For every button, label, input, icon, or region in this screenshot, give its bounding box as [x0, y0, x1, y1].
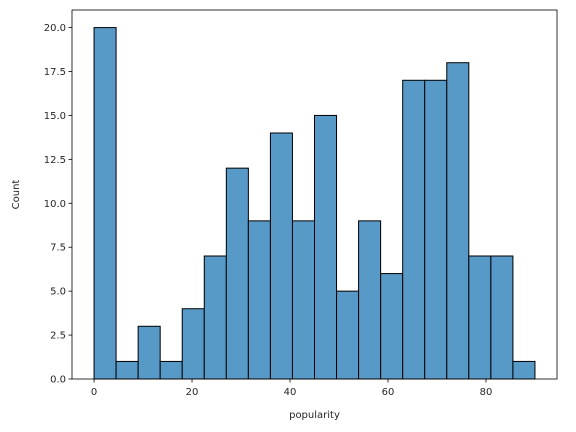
plot-frame	[71, 9, 558, 380]
histogram-bar	[137, 325, 161, 380]
x-tick-label: 40	[284, 387, 297, 398]
y-tick-label: 0.0	[50, 375, 66, 386]
histogram-bar	[424, 79, 448, 380]
histogram-bar	[468, 255, 492, 380]
y-tick-label: 12.5	[44, 155, 66, 166]
y-tick-label: 20.0	[44, 23, 66, 34]
histogram-bar	[402, 79, 426, 380]
histogram-bar	[203, 255, 227, 380]
histogram-bar	[159, 360, 183, 380]
bars-group	[93, 27, 536, 380]
histogram-bar	[247, 220, 271, 380]
histogram-bar	[446, 62, 470, 380]
histogram-bar	[490, 255, 514, 380]
histogram-bar	[115, 360, 139, 380]
histogram-bar	[225, 167, 249, 380]
x-tick-label: 20	[186, 387, 199, 398]
histogram-bar	[512, 360, 536, 380]
y-tick-label: 15.0	[44, 111, 66, 122]
y-axis-ticks: 0.0 2.5 5.0 7.5 10.0 12.5 15.0 17.5 20.0	[44, 23, 72, 386]
x-tick-label: 0	[91, 387, 97, 398]
y-axis-label: Count	[11, 180, 22, 210]
y-tick-label: 10.0	[44, 199, 66, 210]
histogram-bar	[380, 273, 404, 380]
x-axis-label: popularity	[289, 410, 340, 421]
y-tick-label: 17.5	[44, 67, 66, 78]
x-tick-label: 80	[480, 387, 493, 398]
y-tick-label: 5.0	[50, 287, 66, 298]
histogram-bar	[336, 290, 360, 380]
histogram-bar	[358, 220, 382, 380]
histogram-bar	[181, 308, 205, 380]
histogram-bar	[314, 114, 338, 380]
histogram-bar	[291, 220, 316, 380]
x-tick-label: 60	[382, 387, 395, 398]
y-tick-label: 2.5	[50, 331, 66, 342]
x-axis-ticks: 0 20 40 60 80	[91, 379, 492, 398]
histogram-bar	[93, 27, 117, 380]
histogram-bar	[269, 132, 293, 380]
y-tick-label: 7.5	[50, 243, 66, 254]
